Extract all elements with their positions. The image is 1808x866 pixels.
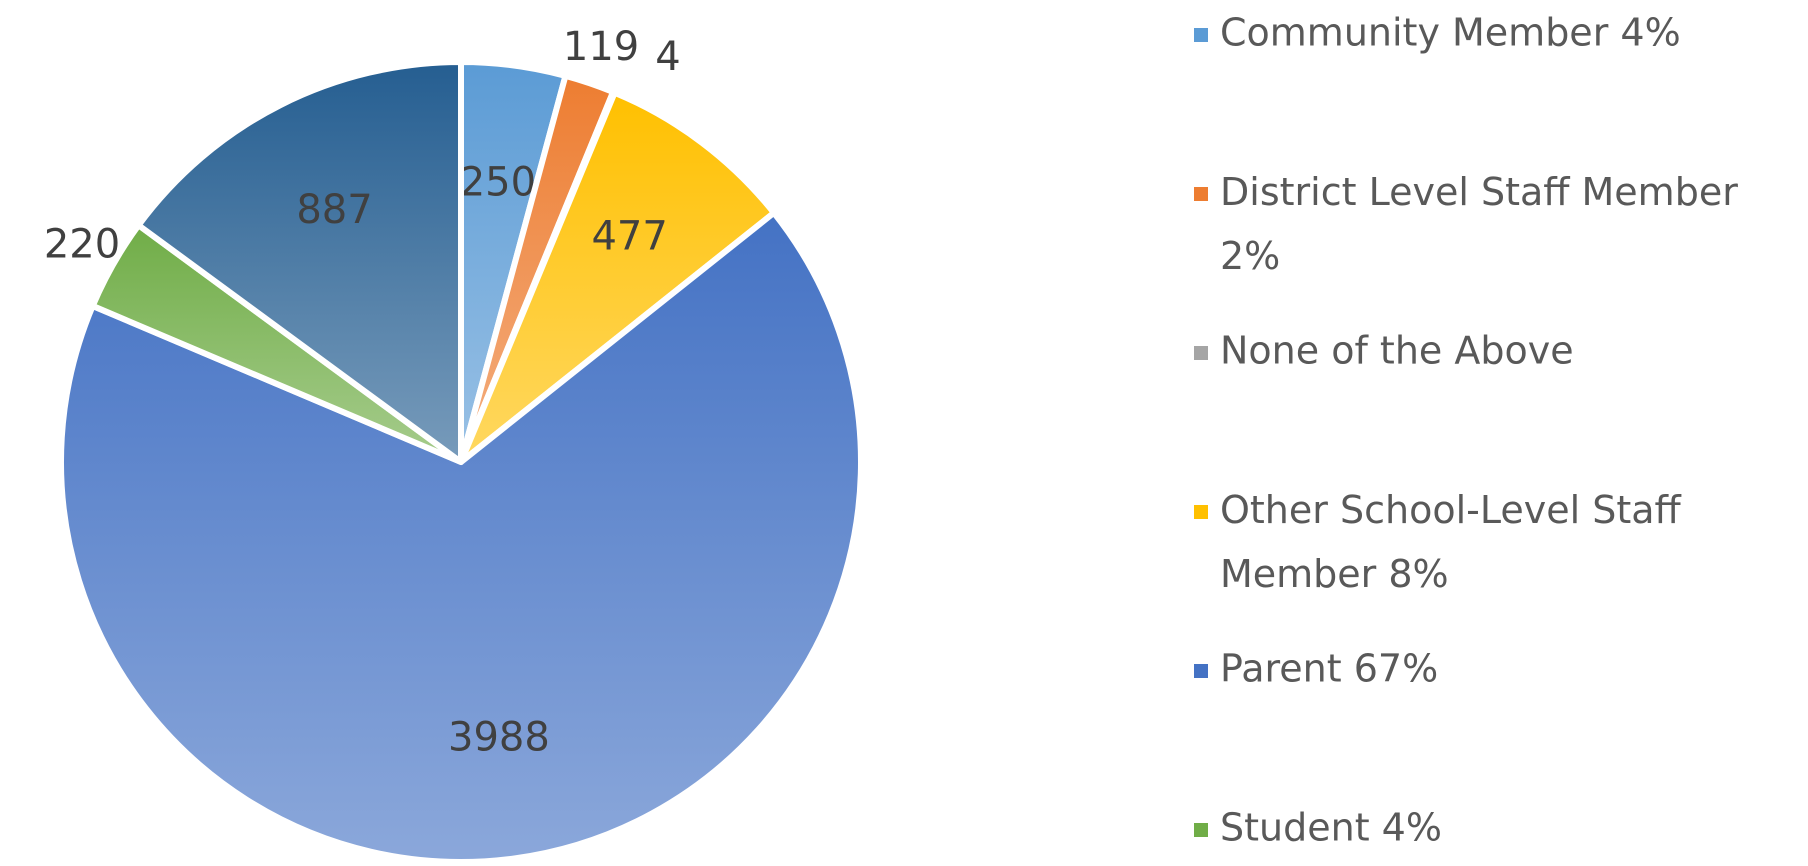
pie-slice — [458, 89, 777, 465]
data-label: 477 — [591, 213, 667, 259]
data-label: 119 — [563, 24, 639, 70]
legend-marker — [1194, 187, 1208, 201]
pie-slice — [58, 209, 864, 865]
data-label: 4 — [655, 34, 680, 80]
legend-marker — [1194, 28, 1208, 42]
legend-marker — [1194, 346, 1208, 360]
legend-marker — [1194, 505, 1208, 519]
pie-slice — [135, 59, 464, 465]
data-label: 3988 — [448, 714, 550, 760]
legend-label: None of the Above — [1220, 329, 1574, 373]
legend-label: Student 4% — [1220, 806, 1442, 850]
legend-label: District Level Staff Member 2% — [1220, 170, 1750, 278]
data-label: 250 — [460, 159, 536, 205]
legend-label: Other School-Level Staff Member 8% — [1220, 488, 1693, 596]
legend-marker — [1194, 823, 1208, 837]
legend-label: Community Member 4% — [1220, 11, 1681, 55]
data-label: 220 — [44, 221, 120, 267]
legend-marker — [1194, 664, 1208, 678]
legend-label: Parent 67% — [1220, 647, 1438, 691]
data-label: 887 — [296, 187, 372, 233]
